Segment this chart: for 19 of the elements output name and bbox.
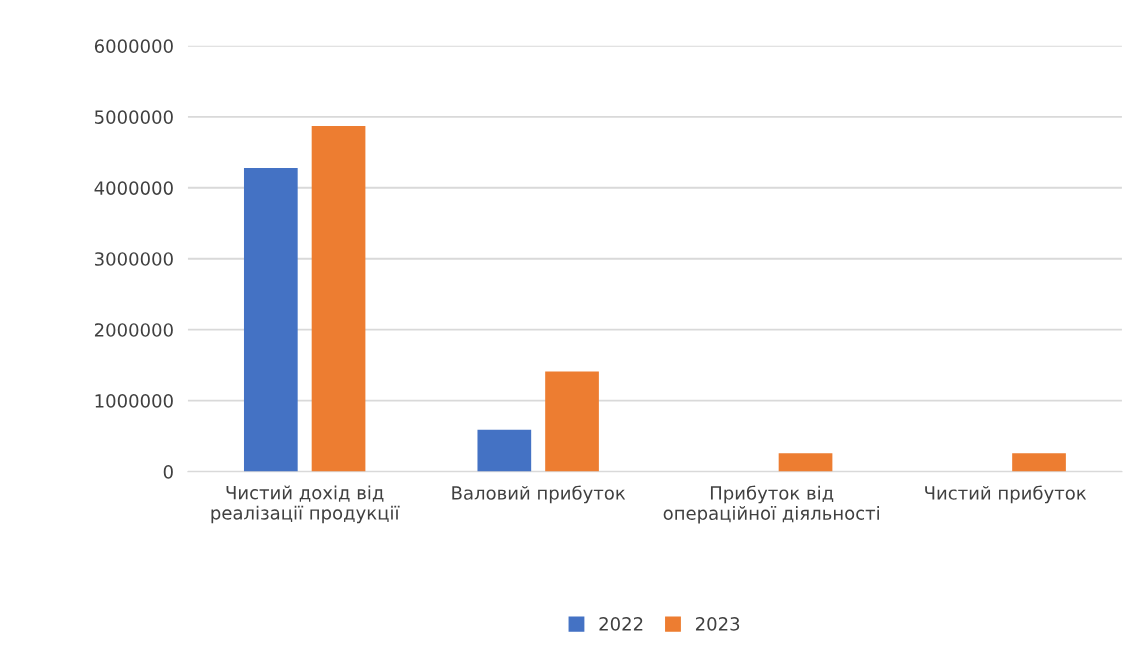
bar [311,126,366,472]
legend-label: 2023 [695,617,740,631]
y-tick-label: 1000000 [95,394,173,408]
y-tick-label: 6000000 [94,39,173,53]
y-tick-label: 0 [163,465,173,479]
bar [545,371,599,472]
x-tick-label: Валовий прибуток [452,485,626,504]
bar [778,453,833,472]
x-tick-label: Чистий прибуток [925,485,1087,504]
bar [1012,453,1066,472]
legend-label: 2022 [599,617,643,631]
bar [243,167,298,472]
bar [477,429,532,472]
y-tick-label: 2000000 [94,323,173,337]
y-tick-label: 3000000 [95,252,173,266]
x-tick-label: Прибуток від операційної діяльності [663,485,879,524]
y-tick-label: 5000000 [95,110,173,124]
x-tick-label: Чистий дохід від реалізації продукції [211,485,400,524]
y-tick-label: 4000000 [94,181,173,195]
